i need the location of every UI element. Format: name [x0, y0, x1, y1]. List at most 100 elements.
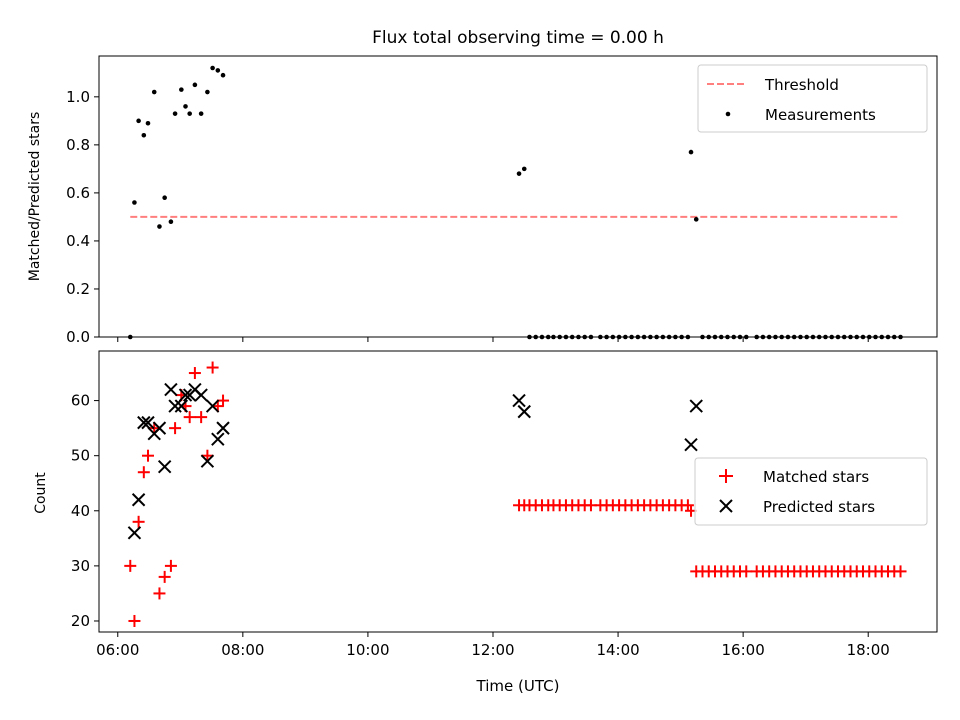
measurements-point — [172, 111, 178, 116]
y-tick-label: 0.6 — [66, 184, 90, 202]
matched-stars-point — [164, 559, 177, 572]
measurements-point — [145, 120, 151, 126]
measurements-point — [563, 334, 569, 340]
measurements-point — [773, 334, 778, 340]
measurements-point — [179, 87, 184, 92]
predicted-stars-point — [164, 382, 178, 397]
star-count-ticks: 06:00 08:00 10:00 12:00 14:00 16:00 18:00 20 30 4… — [71, 392, 890, 659]
flux-ratio-legend-box — [697, 64, 928, 133]
predicted-stars-point — [194, 388, 208, 402]
measurements-point — [629, 334, 634, 340]
measurements-point — [157, 224, 162, 229]
x-tick-label: 18:00 — [847, 641, 890, 659]
x-tick-label: 08:00 — [221, 641, 264, 659]
predicted-stars-point — [174, 399, 189, 413]
legend-matched-swatch — [719, 469, 733, 483]
flux-ratio-marks — [127, 65, 903, 340]
measurements-point — [136, 118, 141, 124]
star-count-marks — [124, 361, 907, 627]
measurements-point — [582, 334, 588, 340]
measurements-point — [737, 334, 743, 340]
star-count-axes-frame — [98, 350, 938, 633]
matched-stars-point — [141, 449, 154, 462]
measurements-point — [215, 68, 221, 73]
matched-stars-point — [894, 565, 907, 578]
star-count-x-axis-label: Time (UTC) — [476, 677, 560, 695]
matched-stars-point — [153, 587, 166, 600]
measurements-point — [210, 65, 215, 71]
star-count-y-axis-label: Count — [33, 472, 49, 514]
figure-title: Flux total observing time = 0.00 h — [372, 28, 664, 48]
measurements-point — [660, 334, 666, 340]
measurements-point — [533, 334, 539, 340]
measurements-point — [898, 334, 903, 340]
matched-stars-point — [124, 559, 137, 572]
y-tick-label: 40 — [71, 502, 90, 520]
measurements-point — [551, 334, 556, 340]
measurements-point — [569, 334, 575, 340]
predicted-stars-point — [137, 415, 151, 430]
measurements-point — [521, 166, 527, 172]
legend-measurements-label: Measurements — [765, 106, 876, 124]
measurements-point — [848, 334, 853, 340]
measurements-point — [654, 334, 659, 340]
x-tick-label: 06:00 — [96, 641, 139, 659]
measurements-point — [798, 334, 803, 340]
predicted-stars-point — [178, 388, 193, 402]
measurements-point — [891, 334, 897, 340]
predicted-stars-point — [205, 399, 220, 413]
measurements-point — [604, 334, 609, 340]
legend-matched-label: Matched stars — [763, 468, 869, 486]
measurements-point — [588, 334, 594, 340]
measurements-point — [141, 132, 147, 138]
measurements-point — [641, 334, 647, 340]
matched-stars-point — [740, 565, 753, 578]
y-tick-label: 0.0 — [66, 328, 90, 346]
matched-stars-point — [132, 515, 145, 528]
flux-ratio-ticks: 0.0 0.2 0.4 0.6 0.8 1.0 — [66, 88, 869, 346]
measurements-point — [779, 334, 784, 340]
predicted-stars-point — [689, 399, 703, 413]
star-count-legend-box — [694, 457, 928, 526]
matched-stars-point — [169, 422, 182, 435]
measurements-point — [841, 334, 847, 340]
x-tick-label: 16:00 — [722, 641, 765, 659]
measurements-point — [810, 334, 816, 340]
measurements-point — [785, 334, 791, 340]
measurements-point — [766, 334, 772, 340]
measurements-point — [712, 334, 718, 340]
measurements-point — [162, 195, 167, 201]
measurements-point — [693, 217, 699, 222]
measurements-point — [754, 334, 759, 340]
measurements-point — [816, 334, 822, 340]
matched-stars-point — [206, 361, 219, 374]
measurements-point — [679, 334, 684, 340]
predicted-stars-point — [168, 399, 182, 413]
measurements-point — [685, 334, 691, 340]
predicted-stars-point — [141, 415, 155, 430]
predicted-stars-point — [216, 421, 230, 435]
y-tick-label: 20 — [71, 612, 90, 630]
y-tick-label: 50 — [71, 447, 90, 465]
measurements-point — [791, 334, 797, 340]
flux-ratio-panel: Matched/Predicted stars 0.0 0.2 0.4 0.6 0.8 1… — [27, 55, 938, 346]
y-tick-label: 60 — [71, 392, 90, 410]
measurements-point — [666, 334, 672, 340]
x-tick-label: 12:00 — [471, 641, 514, 659]
measurements-point — [205, 89, 210, 95]
measurements-point — [673, 334, 678, 340]
measurements-point — [557, 334, 562, 340]
flux-ratio-legend: Threshold Measurements — [697, 64, 928, 133]
measurements-point — [718, 334, 724, 340]
legend-threshold-label: Threshold — [764, 76, 839, 94]
measurements-point — [760, 334, 766, 340]
measurements-point — [743, 334, 749, 340]
measurements-point — [829, 334, 835, 340]
matched-stars-point — [195, 411, 208, 424]
predicted-stars-point — [517, 404, 531, 419]
measurements-point — [539, 334, 545, 340]
measurements-point — [220, 72, 226, 78]
measurements-point — [545, 334, 551, 340]
predicted-stars-point — [211, 432, 225, 446]
